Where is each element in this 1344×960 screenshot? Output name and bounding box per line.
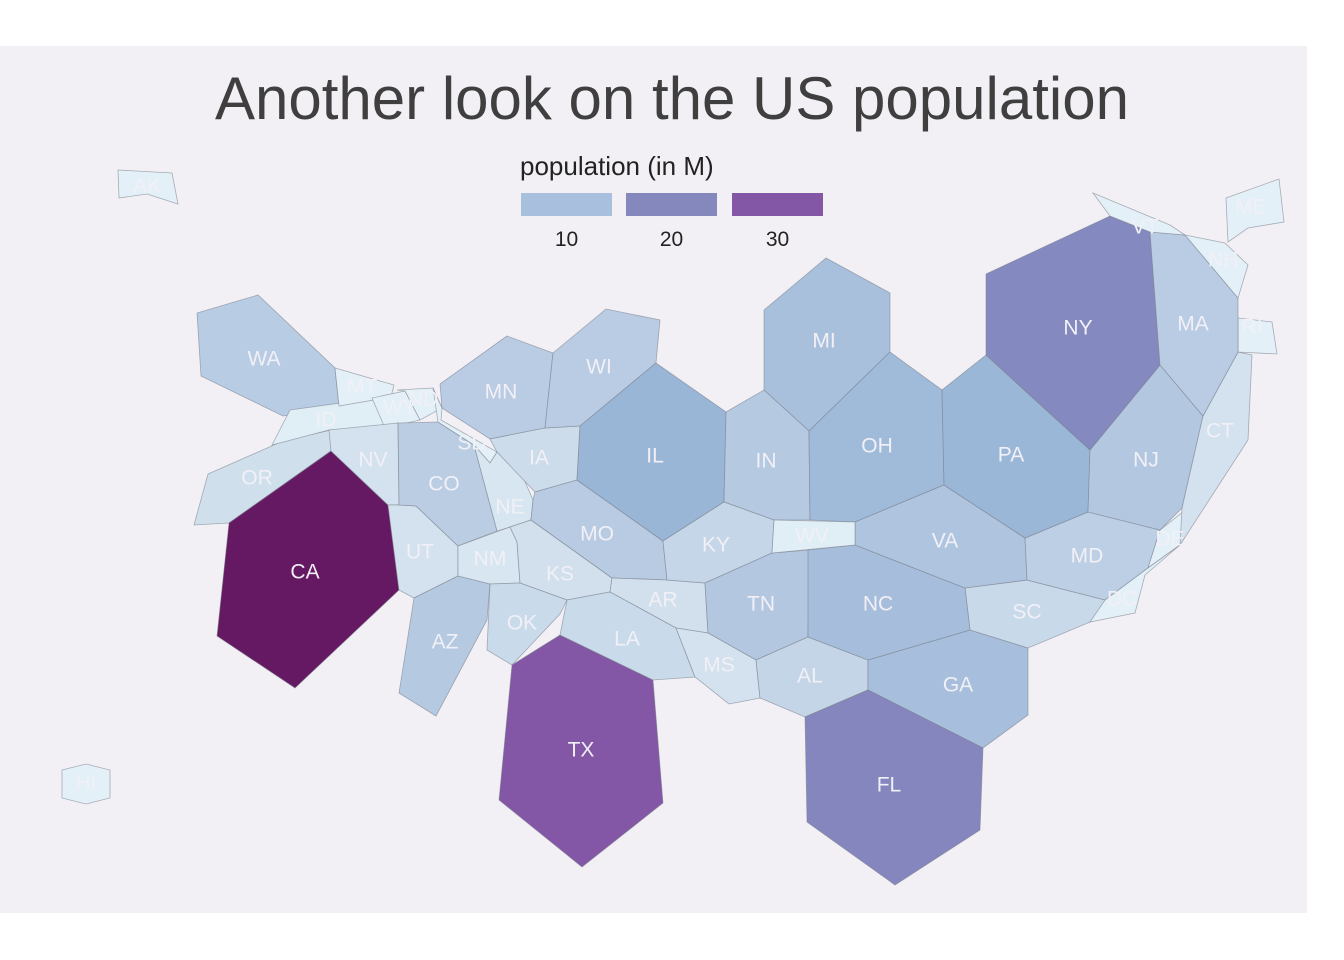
state-label-nj: NJ bbox=[1133, 449, 1159, 472]
state-label-nv: NV bbox=[358, 449, 387, 472]
state-label-tn: TN bbox=[747, 593, 775, 616]
state-label-wv: WV bbox=[795, 525, 829, 548]
legend-label-10: 10 bbox=[554, 228, 579, 251]
legend-swatch-30 bbox=[732, 193, 823, 216]
state-label-id: ID bbox=[316, 409, 337, 432]
state-hi[interactable] bbox=[61, 763, 111, 805]
state-label-ma: MA bbox=[1177, 313, 1209, 336]
state-label-tx: TX bbox=[568, 739, 595, 762]
state-label-ak: AK bbox=[133, 175, 161, 198]
legend-swatch-20 bbox=[626, 193, 717, 216]
state-wv[interactable] bbox=[771, 519, 856, 554]
state-label-il: IL bbox=[646, 445, 664, 468]
state-label-de: DE bbox=[1155, 528, 1184, 551]
state-label-wa: WA bbox=[247, 348, 280, 371]
state-label-ut: UT bbox=[406, 541, 434, 564]
state-label-mo: MO bbox=[580, 523, 614, 546]
state-label-sd: SD bbox=[457, 432, 486, 455]
state-me[interactable] bbox=[1225, 178, 1285, 243]
legend-swatch-10 bbox=[521, 193, 612, 216]
state-label-al: AL bbox=[797, 665, 823, 688]
state-vt[interactable] bbox=[1091, 192, 1186, 236]
state-fl[interactable] bbox=[804, 689, 984, 886]
state-label-oh: OH bbox=[861, 435, 893, 458]
state-label-fl: FL bbox=[877, 774, 902, 797]
state-label-dc: DC bbox=[1107, 588, 1137, 611]
state-label-la: LA bbox=[614, 628, 640, 651]
state-ak[interactable] bbox=[117, 169, 179, 205]
state-label-va: VA bbox=[932, 530, 958, 553]
state-label-mn: MN bbox=[485, 381, 518, 404]
state-label-ny: NY bbox=[1063, 317, 1092, 340]
legend-title: population (in M) bbox=[520, 151, 714, 181]
state-label-ct: CT bbox=[1206, 420, 1234, 443]
state-nd[interactable] bbox=[396, 387, 443, 421]
state-label-ky: KY bbox=[702, 534, 730, 557]
state-label-co: CO bbox=[428, 473, 460, 496]
state-ok[interactable] bbox=[486, 582, 568, 666]
state-label-mi: MI bbox=[812, 330, 835, 353]
state-label-wy: WY bbox=[383, 397, 417, 420]
state-label-ne: NE bbox=[495, 496, 524, 519]
state-label-ms: MS bbox=[703, 654, 735, 677]
state-label-nm: NM bbox=[474, 548, 507, 571]
state-label-mt: MT bbox=[347, 376, 377, 399]
state-label-me: ME bbox=[1235, 196, 1267, 219]
state-label-ri: RI bbox=[1242, 316, 1263, 339]
legend-label-20: 20 bbox=[659, 228, 684, 251]
state-label-nh: NH bbox=[1208, 249, 1238, 272]
state-label-pa: PA bbox=[998, 444, 1024, 467]
state-label-ia: IA bbox=[529, 447, 549, 470]
state-label-nd: ND bbox=[408, 388, 438, 411]
state-label-ga: GA bbox=[943, 674, 973, 697]
chart-title: Another look on the US population bbox=[215, 65, 1129, 132]
state-label-or: OR bbox=[241, 467, 273, 490]
state-label-in: IN bbox=[756, 450, 777, 473]
legend-label-30: 30 bbox=[765, 228, 790, 251]
state-label-wi: WI bbox=[586, 356, 612, 379]
state-label-az: AZ bbox=[432, 631, 459, 654]
state-label-hi: HI bbox=[76, 772, 97, 795]
state-label-ok: OK bbox=[507, 612, 537, 635]
state-label-ks: KS bbox=[546, 563, 574, 586]
state-nh[interactable] bbox=[1183, 234, 1249, 299]
state-label-ca: CA bbox=[290, 561, 319, 584]
state-label-vt: VT bbox=[1132, 216, 1159, 239]
state-label-sc: SC bbox=[1012, 601, 1041, 624]
state-label-nc: NC bbox=[863, 593, 893, 616]
state-label-md: MD bbox=[1071, 545, 1104, 568]
state-label-ar: AR bbox=[648, 589, 677, 612]
